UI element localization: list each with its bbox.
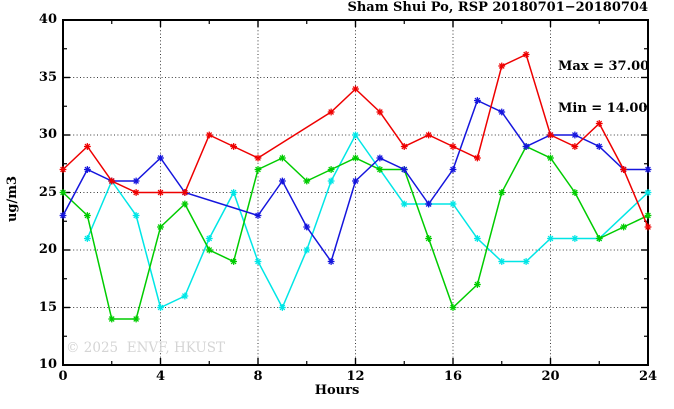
- y-tick-label: 15: [38, 299, 57, 315]
- y-tick-label: 10: [38, 357, 57, 372]
- x-tick-label: 0: [58, 369, 68, 384]
- x-tick-label: 12: [346, 369, 365, 384]
- y-tick-label: 35: [38, 69, 57, 85]
- chart-title: Sham Shui Po, RSP 20180701−20180704: [347, 0, 648, 15]
- x-tick-label: 20: [541, 369, 560, 384]
- y-tick-label: 30: [38, 127, 57, 142]
- x-tick-label: 4: [155, 369, 166, 384]
- y-axis-title: ug/m3: [5, 175, 20, 223]
- y-tick-label: 25: [38, 184, 57, 200]
- x-tick-label: 16: [443, 369, 463, 384]
- legend-min-label: Min = 14.00: [558, 101, 648, 116]
- x-tick-label: 8: [253, 369, 263, 384]
- legend-max-label: Max = 37.00: [558, 59, 650, 74]
- watermark: © 2025 ENVF, HKUST: [66, 340, 226, 356]
- x-tick-label: 24: [638, 369, 658, 384]
- y-tick-label: 40: [38, 12, 57, 27]
- legend-maxmin: Max = 37.00 Min = 14.00: [558, 32, 649, 144]
- x-axis-title: Hours: [314, 383, 360, 398]
- y-tick-label: 20: [38, 242, 57, 257]
